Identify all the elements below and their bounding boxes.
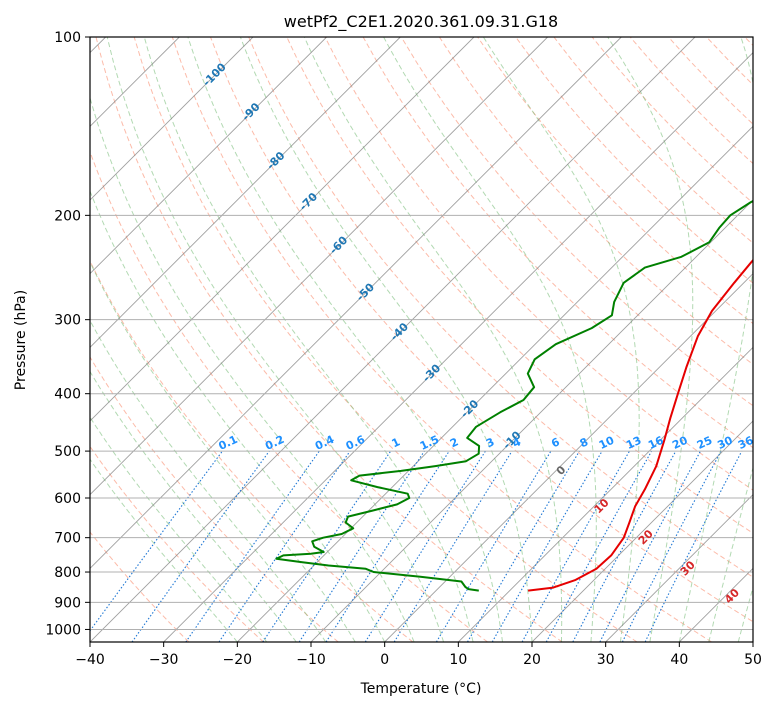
isotherm [531, 420, 753, 642]
moist-adiabat [90, 260, 356, 642]
moist-adiabat [482, 37, 640, 642]
y-tick-label: 900 [54, 595, 81, 611]
moist-adiabat [90, 416, 268, 642]
dry-adiabat [438, 37, 753, 366]
mixing-ratio-line [131, 450, 270, 642]
dewpoint-profile [275, 200, 753, 592]
dry-adiabat [90, 445, 264, 642]
moist-adiabat [90, 189, 386, 642]
temperature-profile [527, 258, 753, 592]
mixing-ratio-line [644, 450, 743, 642]
moist-adiabat [143, 37, 474, 642]
dry-adiabat [210, 37, 753, 623]
mixing-ratio-label: 13 [624, 434, 643, 452]
x-tick-label: 50 [744, 652, 762, 668]
y-tick-label: 600 [54, 491, 81, 507]
x-tick-label: 40 [670, 652, 688, 668]
moist-adiabat [239, 37, 533, 642]
mixing-ratio-label: 10 [597, 434, 617, 452]
y-tick-label: 200 [54, 208, 81, 224]
mixing-ratio-label: 30 [715, 434, 735, 452]
mixing-ratio-line [90, 450, 223, 632]
moist-adiabat [607, 37, 694, 642]
x-axis-label: Temperature (°C) [360, 681, 482, 697]
dry-adiabat [248, 37, 753, 578]
moist-adiabat [90, 458, 238, 642]
moist-adiabat [106, 37, 445, 642]
isotherm [237, 125, 753, 642]
mixing-ratio-line [599, 450, 701, 642]
isotherm [605, 494, 753, 642]
mixing-ratio-line [364, 450, 486, 642]
y-tick-label: 100 [54, 30, 81, 46]
dry-adiabat [515, 37, 753, 284]
y-tick-label: 800 [54, 565, 81, 581]
y-tick-label: 1000 [45, 622, 81, 638]
y-axis-label: Pressure (hPa) [13, 290, 29, 390]
isotherm [90, 37, 548, 496]
mixing-ratio-line [572, 450, 677, 642]
isotherm [90, 37, 622, 569]
dry-adiabat [171, 37, 712, 642]
x-tick-label: −10 [296, 652, 326, 668]
moist-adiabat [90, 319, 327, 642]
dry-adiabat [90, 531, 190, 642]
pressure-gridlines [90, 37, 753, 630]
isotherm [458, 346, 753, 642]
moist-adiabat [383, 37, 597, 642]
mixing-ratio-label: 16 [646, 434, 666, 452]
mixing-ratio-label: 25 [695, 434, 714, 452]
y-tick-label: 500 [54, 444, 81, 460]
isotherm [90, 37, 696, 642]
y-tick-label: 700 [54, 531, 81, 547]
y-axis: 1000 900 800 700 600 500 400 300 200 100 [45, 30, 90, 638]
x-tick-label: −40 [75, 652, 105, 668]
plot-frame [89, 36, 754, 643]
dry-adiabat [90, 150, 488, 642]
mixing-ratio-line [185, 450, 320, 642]
dry-adiabat [133, 37, 638, 642]
series-layer [275, 200, 753, 592]
mixing-ratio-line [218, 450, 351, 642]
mixing-ratio-label: 20 [670, 434, 690, 452]
isotherm [90, 37, 401, 348]
moist-adiabat [737, 585, 753, 642]
mixing-ratio-line [298, 450, 425, 642]
x-tick-label: 30 [597, 652, 615, 668]
x-tick-label: 10 [449, 652, 467, 668]
isotherm [310, 199, 753, 642]
mixing-ratio-label: 36 [736, 434, 756, 452]
mixing-ratio-line [262, 450, 392, 642]
mixing-ratio-line [521, 450, 630, 642]
x-axis: −40 −30 −20 −10 0 10 20 30 40 50 [75, 642, 762, 668]
moist-adiabat [303, 37, 563, 642]
x-tick-label: −20 [223, 652, 253, 668]
isotherm [163, 52, 753, 642]
x-tick-label: 20 [523, 652, 541, 668]
mixing-ratio-line [325, 450, 450, 642]
mixing-ratio-line [435, 450, 552, 642]
mixing-ratio-line [545, 450, 653, 642]
mixing-ratio-line [621, 450, 722, 642]
dry-adiabat [90, 356, 339, 642]
x-tick-label: 0 [380, 652, 389, 668]
isotherm [90, 37, 327, 275]
moist-adiabat [678, 37, 753, 642]
mixing-ratio-line [393, 450, 513, 642]
dry-adiabat [95, 37, 563, 642]
isotherm [90, 37, 475, 422]
isotherm [90, 37, 254, 201]
background-lines [90, 37, 753, 642]
y-tick-label: 300 [54, 313, 81, 329]
chart-title: wetPf2_C2E1.2020.361.09.31.G18 [284, 12, 558, 32]
dry-adiabat [400, 37, 753, 407]
x-tick-label: −30 [149, 652, 179, 668]
moist-adiabat [187, 37, 503, 642]
isotherm [384, 273, 753, 642]
y-tick-label: 400 [54, 387, 81, 403]
moist-adiabat [708, 466, 753, 642]
